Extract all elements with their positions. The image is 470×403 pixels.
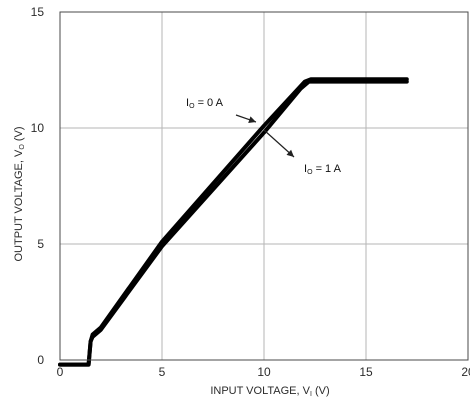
x-tick-label-10: 10: [257, 365, 271, 379]
series-line-io-0a: [58, 77, 409, 367]
annotation-io-1a: IO = 1 A: [304, 163, 342, 176]
y-tick-label-5: 5: [37, 237, 44, 251]
y-axis-label: OUTPUT VOLTAGE, VO (V): [13, 126, 26, 261]
x-axis-label-sub: I: [310, 391, 312, 398]
y-tick-label-10: 10: [31, 121, 45, 135]
series-layer: [58, 77, 409, 367]
x-tick-label-5: 5: [159, 365, 166, 379]
annotation-arrowhead-io-0a: [248, 116, 256, 123]
y-tick-label-15: 15: [31, 5, 45, 19]
annotation-io-0a-main: I: [186, 97, 189, 109]
annotation-io-1a-sub: O: [307, 169, 313, 176]
y-axis-label-sub: O: [19, 144, 26, 150]
tick-labels: 0 5 10 15 20 0 5 10 15: [31, 5, 470, 379]
x-tick-label-15: 15: [359, 365, 373, 379]
plot-frame: [59, 11, 469, 361]
x-axis-label-unit: (V): [312, 385, 330, 397]
annotation-io-0a: IO = 0 A: [186, 97, 224, 110]
annotation-io-0a-rest: = 0 A: [195, 97, 224, 109]
annotation-io-1a-main: I: [304, 163, 307, 175]
x-tick-label-0: 0: [57, 365, 64, 379]
y-axis-label-main: OUTPUT VOLTAGE, V: [13, 149, 25, 262]
y-axis-label-unit: (V): [13, 126, 25, 144]
annotations: IO = 0 A IO = 1 A: [186, 97, 342, 176]
x-axis-label-main: INPUT VOLTAGE, V: [210, 385, 310, 397]
y-tick-label-0: 0: [37, 353, 44, 367]
annotation-io-0a-sub: O: [189, 103, 195, 110]
annotation-io-1a-rest: = 1 A: [313, 163, 342, 175]
grid: [60, 12, 468, 360]
x-tick-label-20: 20: [461, 365, 470, 379]
annotation-arrowhead-io-1a: [286, 149, 294, 157]
x-axis-label: INPUT VOLTAGE, VI (V): [210, 385, 329, 398]
series-line-io-1a: [58, 79, 409, 367]
